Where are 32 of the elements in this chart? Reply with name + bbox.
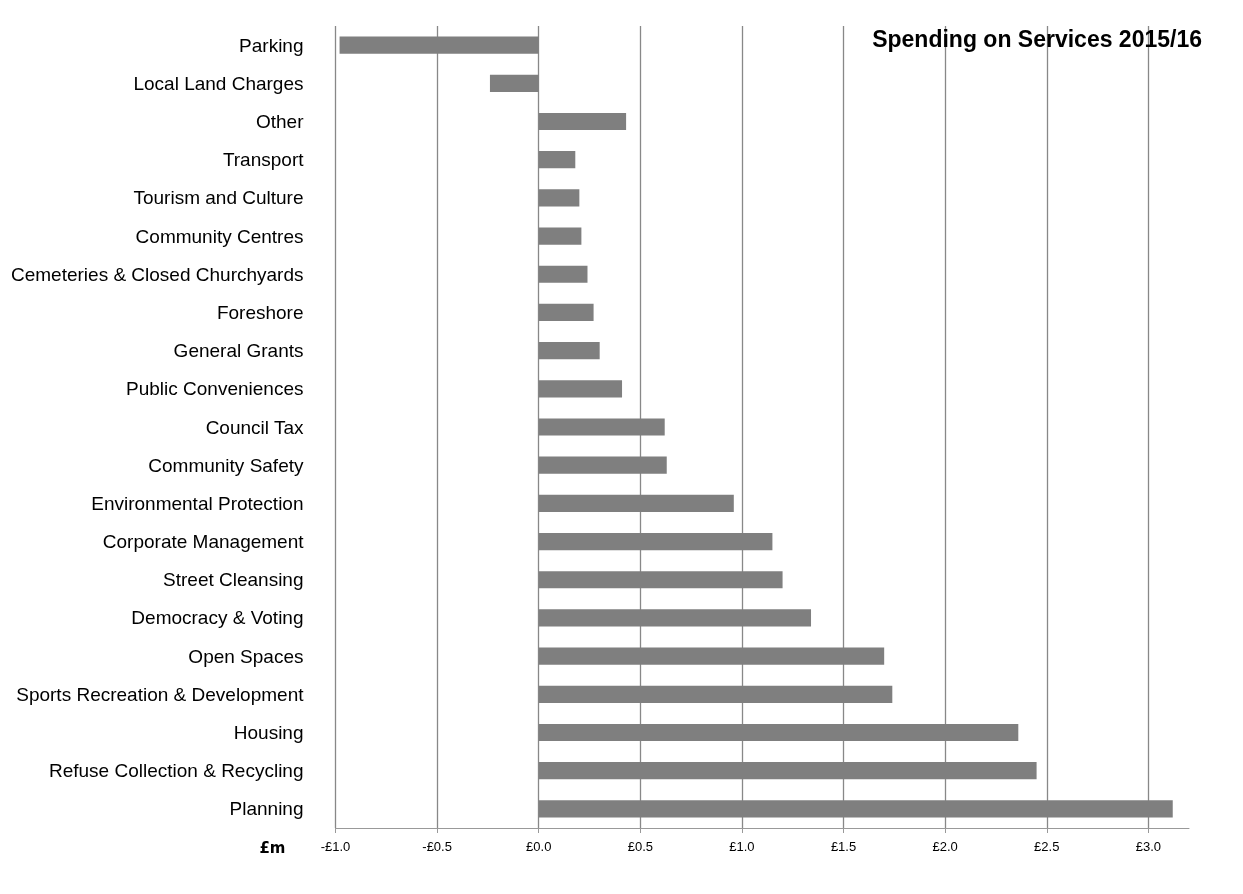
y-tick-label: Refuse Collection & Recycling — [48, 760, 304, 782]
y-tick-label: Council Tax — [205, 416, 304, 438]
y-tick-label: Planning — [229, 798, 304, 820]
y-tick-label: Sports Recreation & Development — [16, 683, 305, 705]
x-tick-label: £1.5 — [830, 839, 857, 854]
x-tick-label: -£1.0 — [320, 839, 351, 854]
y-tick-label: Other — [255, 110, 305, 132]
y-tick-label: Tourism and Culture — [133, 187, 304, 209]
chart-title: Spending on Services 2015/16 — [872, 25, 1203, 52]
y-tick-label: Public Conveniences — [126, 378, 304, 400]
y-tick-label: Community Centres — [135, 225, 304, 247]
y-tick-label: Housing — [233, 722, 304, 744]
x-axis-title: £m — [259, 838, 286, 857]
y-tick-label: Community Safety — [148, 454, 304, 476]
x-tick-label: £2.0 — [932, 839, 958, 854]
y-tick-label: Cemeteries & Closed Churchyards — [10, 263, 304, 285]
x-tick-label: £0.0 — [526, 839, 552, 854]
y-tick-label: Transport — [222, 149, 305, 171]
x-tick-label: £0.5 — [627, 839, 653, 854]
y-tick-label: Local Land Charges — [133, 72, 304, 94]
y-tick-label: Open Spaces — [188, 645, 304, 667]
y-tick-label: Democracy & Voting — [131, 607, 304, 629]
y-tick-label: Street Cleansing — [163, 569, 304, 591]
x-tick-label: £3.0 — [1135, 839, 1162, 854]
y-tick-label: General Grants — [173, 340, 304, 362]
y-tick-label: Foreshore — [216, 301, 304, 323]
y-tick-label: Environmental Protection — [91, 492, 304, 514]
y-tick-label: Parking — [239, 34, 304, 56]
y-tick-label: Corporate Management — [102, 531, 305, 553]
x-tick-label: £2.5 — [1034, 839, 1060, 854]
x-tick-label: -£0.5 — [422, 839, 452, 854]
x-tick-label: £1.0 — [729, 839, 755, 854]
